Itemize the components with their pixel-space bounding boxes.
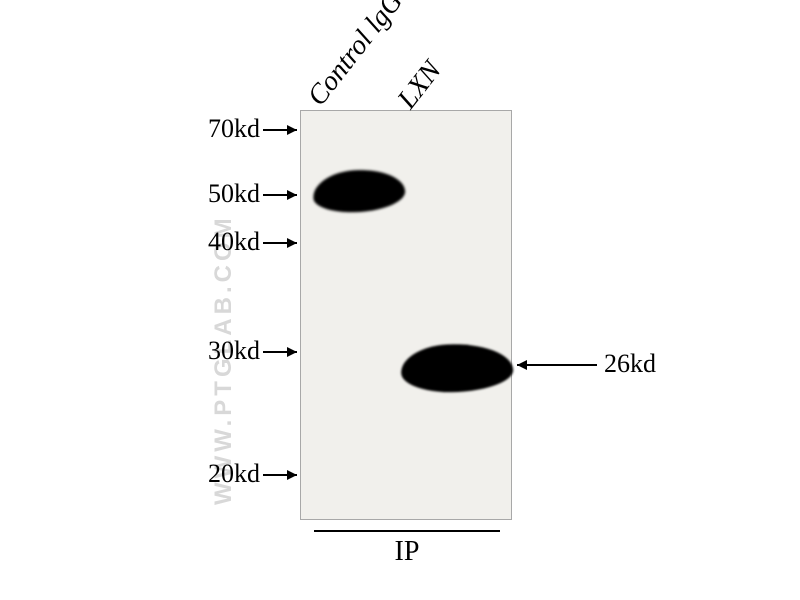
result-arrow [509, 357, 605, 373]
mw-marker-arrow-2 [255, 235, 305, 251]
mw-marker-label-3: 30kd [0, 336, 260, 366]
mw-marker-label-0: 70kd [0, 114, 260, 144]
ip-bar [314, 530, 500, 532]
lane-label-1: LXN [392, 55, 449, 115]
mw-marker-arrow-0 [255, 122, 305, 138]
mw-marker-label-1: 50kd [0, 179, 260, 209]
mw-marker-arrow-4 [255, 467, 305, 483]
mw-marker-arrow-3 [255, 344, 305, 360]
mw-marker-label-2: 40kd [0, 227, 260, 257]
mw-marker-label-4: 20kd [0, 459, 260, 489]
blot-membrane [300, 110, 512, 520]
result-label: 26kd [604, 349, 656, 379]
ip-label: IP [314, 536, 500, 568]
mw-marker-arrow-1 [255, 187, 305, 203]
western-blot-figure: WWW.PTGLAB.COM Control lgGLXN 70kd50kd40… [0, 0, 800, 600]
